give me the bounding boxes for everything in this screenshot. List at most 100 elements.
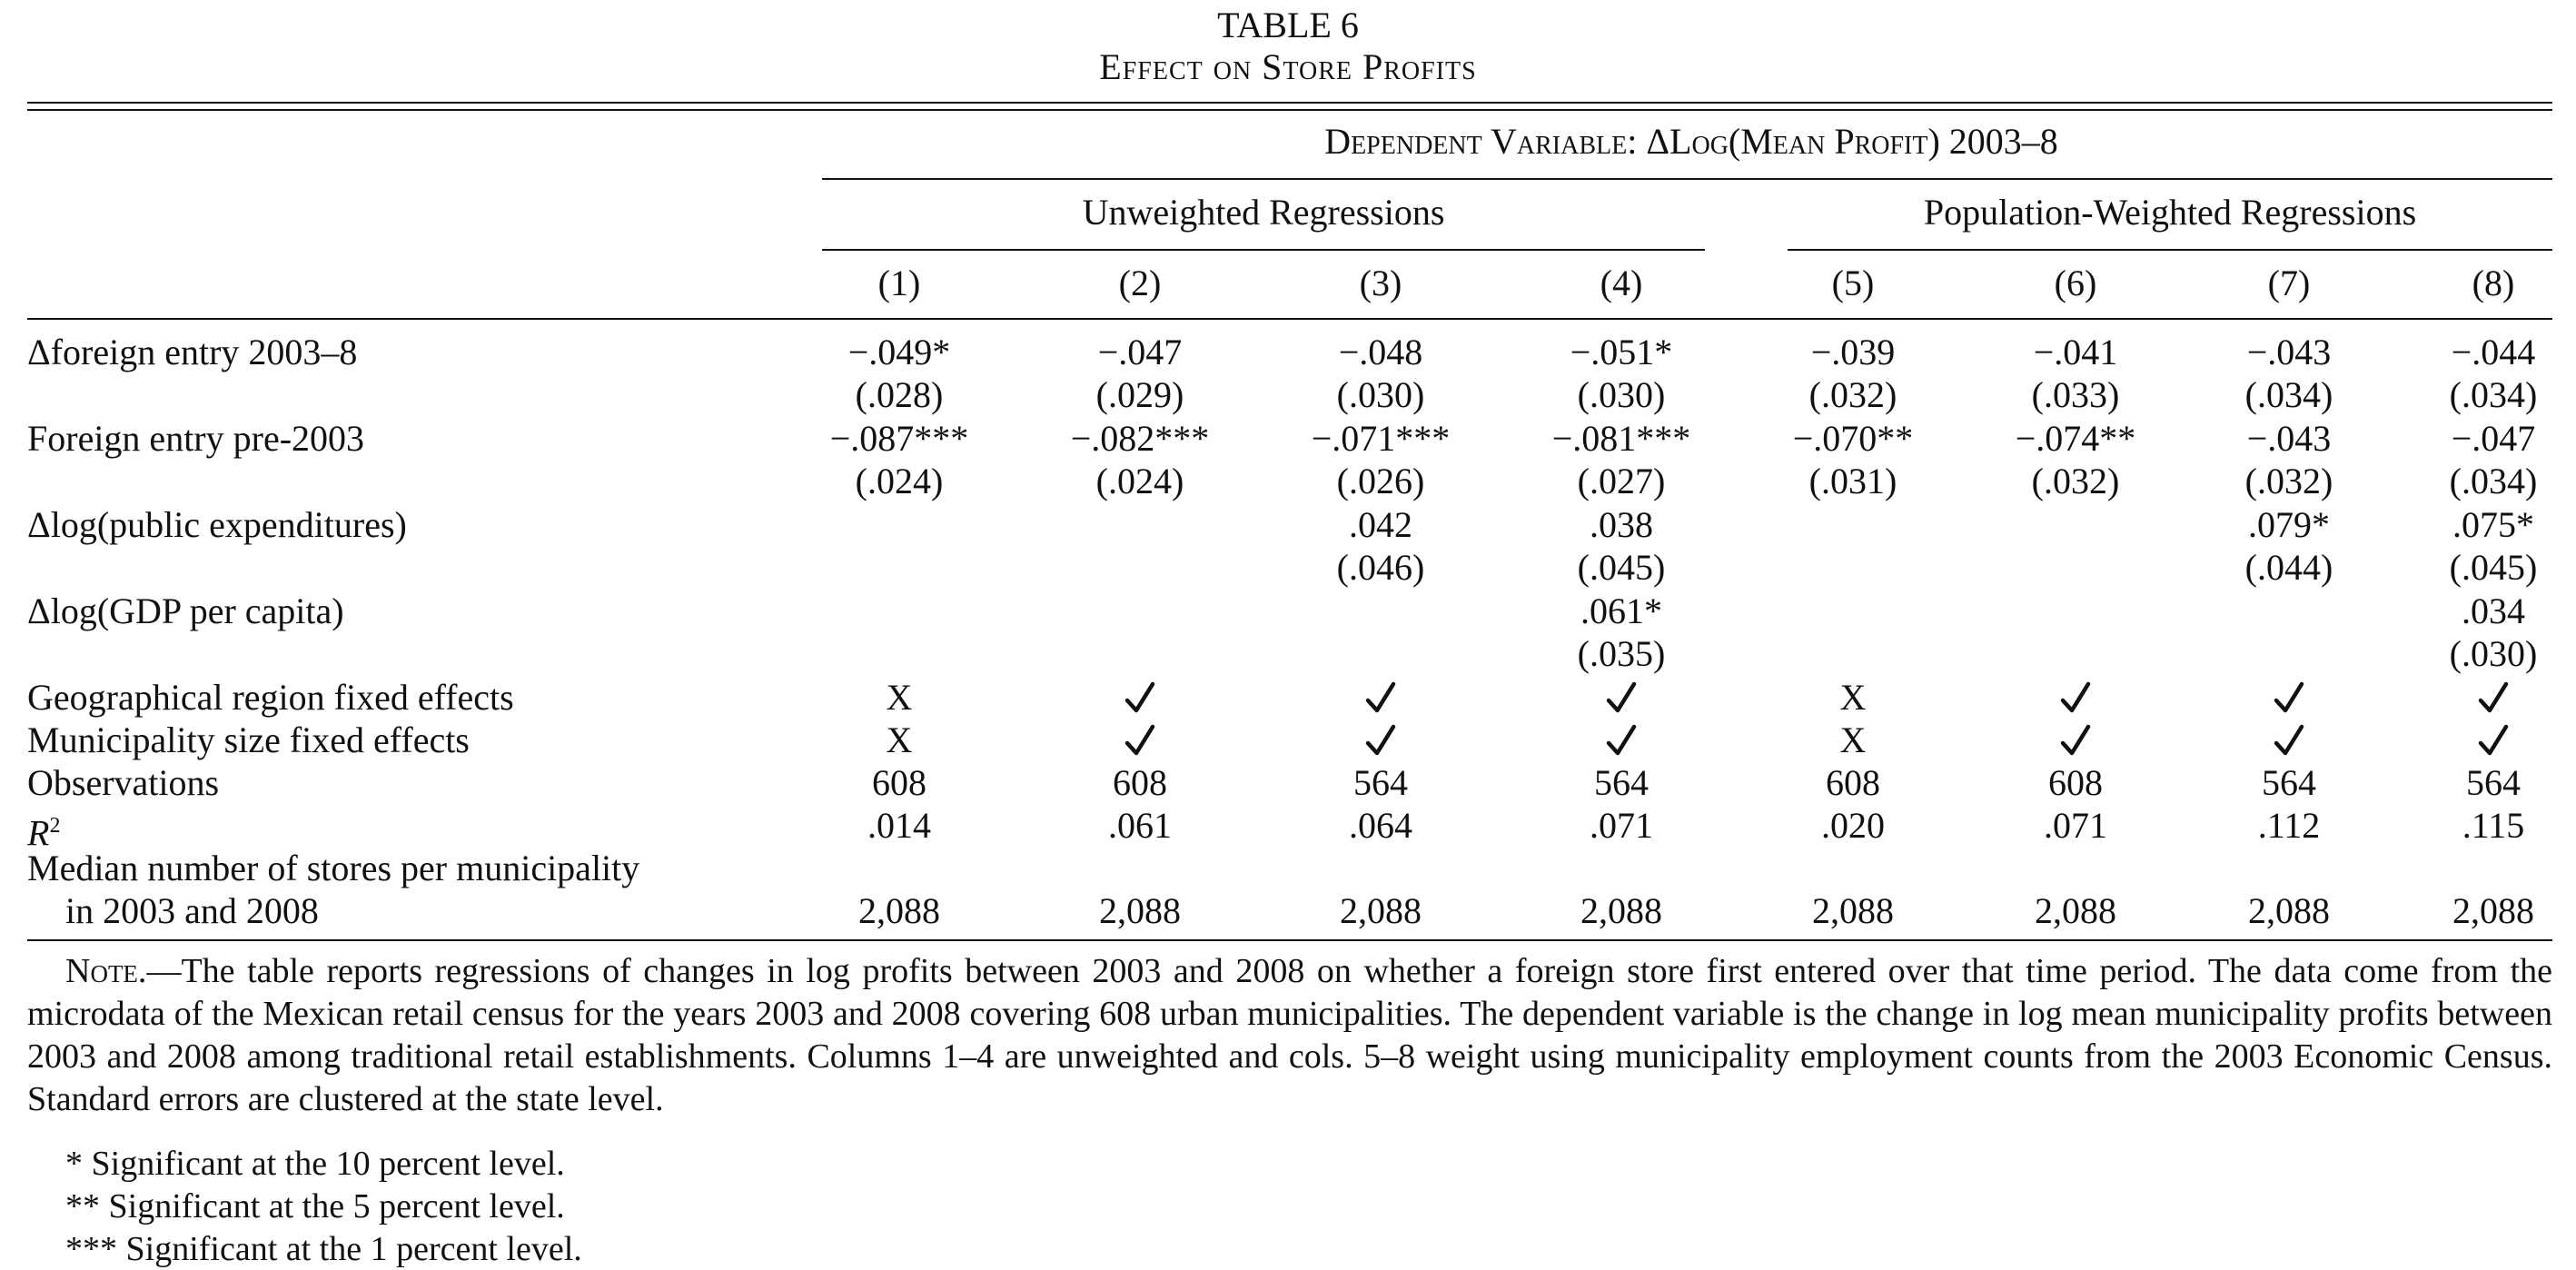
se-public_exp-col8: (.045): [2449, 547, 2538, 588]
median-col1: 2,088: [858, 890, 940, 931]
se-pre2003-col4: (.027): [1577, 461, 1666, 501]
row-label-obs: Observations: [27, 762, 220, 803]
se-foreign_entry-col3: (.030): [1336, 374, 1425, 415]
coef-pre2003-col8: −.047: [2451, 418, 2536, 459]
row-label-pre2003: Foreign entry pre-2003: [27, 418, 365, 459]
row-label-public_exp: Δlog(public expenditures): [27, 504, 407, 545]
fe-mark-muni_fe-col5: X: [1839, 719, 1867, 760]
check-mark-icon: [1125, 680, 1155, 715]
check-mark-icon-svg: [2478, 681, 2509, 713]
r2-label-letter: R: [27, 812, 50, 854]
r2-label-superscript: 2: [49, 814, 61, 838]
check-mark-icon: [2274, 723, 2304, 758]
coef-foreign_entry-col4: −.051*: [1570, 332, 1673, 372]
coef-public_exp-col8: .075*: [2452, 504, 2534, 545]
group-header-unweighted: Unweighted Regressions: [1082, 192, 1445, 233]
table-bottom-rule: [27, 939, 2552, 941]
column-header-2: (2): [1118, 263, 1162, 303]
coef-pre2003-col6: −.074**: [2015, 418, 2136, 459]
coef-public_exp-col4: .038: [1590, 504, 1653, 545]
median-col2: 2,088: [1099, 890, 1181, 931]
obs-col8: 564: [2466, 762, 2521, 803]
r2-col8: .115: [2462, 805, 2525, 846]
column-header-5: (5): [1831, 263, 1875, 303]
group-rule-unweighted: [822, 249, 1705, 251]
se-pre2003-col6: (.032): [2031, 461, 2120, 501]
coef-pre2003-col4: −.081***: [1551, 418, 1691, 459]
coef-foreign_entry-col6: −.041: [2033, 332, 2118, 372]
median-col6: 2,088: [2035, 890, 2116, 931]
dependent-variable-rule: [822, 178, 2552, 180]
row-label-gdp: Δlog(GDP per capita): [27, 590, 344, 631]
se-public_exp-col7: (.044): [2244, 547, 2333, 588]
se-foreign_entry-col6: (.033): [2031, 374, 2120, 415]
row-label-median-line1: Median number of stores per municipality: [27, 848, 640, 888]
se-pre2003-col7: (.032): [2244, 461, 2333, 501]
check-mark-icon: [1365, 680, 1396, 715]
check-mark-icon-svg: [2274, 724, 2304, 756]
fe-mark-geo_fe-col1: X: [886, 677, 913, 718]
r2-col5: .020: [1821, 805, 1885, 846]
coef-pre2003-col7: −.043: [2246, 418, 2332, 459]
obs-col2: 608: [1113, 762, 1167, 803]
check-mark-icon: [1125, 723, 1155, 758]
se-gdp-col4: (.035): [1577, 633, 1666, 674]
se-public_exp-col4: (.045): [1577, 547, 1666, 588]
row-label-r2: R2: [27, 805, 60, 854]
group-header-weighted: Population-Weighted Regressions: [1923, 192, 2417, 233]
check-mark-icon-svg: [2060, 681, 2091, 713]
note-text: —The table reports regressions of change…: [27, 952, 2552, 1118]
check-mark-icon: [2274, 680, 2304, 715]
r2-col4: .071: [1590, 805, 1653, 846]
check-mark-icon-svg: [2274, 681, 2304, 713]
coef-pre2003-col5: −.070**: [1792, 418, 1914, 459]
row-label-foreign_entry: Δforeign entry 2003–8: [27, 332, 358, 372]
r2-col1: .014: [867, 805, 931, 846]
coef-foreign_entry-col8: −.044: [2451, 332, 2536, 372]
column-header-7: (7): [2267, 263, 2311, 303]
check-mark-icon: [2478, 680, 2509, 715]
table-caption: Effect on Store Profits: [1099, 46, 1477, 87]
check-mark-icon-svg: [2060, 724, 2091, 756]
fe-mark-muni_fe-col1: X: [886, 719, 913, 760]
check-mark-icon-svg: [1125, 681, 1155, 713]
coef-foreign_entry-col3: −.048: [1338, 332, 1423, 372]
check-mark-icon-svg: [1606, 724, 1637, 756]
coef-foreign_entry-col1: −.049*: [847, 332, 951, 372]
check-mark-icon: [2478, 723, 2509, 758]
table-label: TABLE 6: [1217, 5, 1359, 45]
footnote-5-percent: ** Significant at the 5 percent level.: [65, 1187, 565, 1225]
r2-col2: .061: [1108, 805, 1172, 846]
top-rule-2: [27, 109, 2552, 111]
coef-public_exp-col7: .079*: [2248, 504, 2330, 545]
table-note: Note.—The table reports regressions of c…: [27, 950, 2552, 1121]
top-rule-1: [27, 102, 2552, 104]
r2-col6: .071: [2044, 805, 2107, 846]
obs-col5: 608: [1826, 762, 1880, 803]
r2-col7: .112: [2257, 805, 2321, 846]
coef-foreign_entry-col2: −.047: [1097, 332, 1183, 372]
median-col3: 2,088: [1340, 890, 1422, 931]
check-mark-icon: [2060, 723, 2091, 758]
coef-gdp-col4: .061*: [1580, 590, 1662, 631]
column-header-6: (6): [2054, 263, 2097, 303]
coef-pre2003-col2: −.082***: [1070, 418, 1210, 459]
coef-foreign_entry-col7: −.043: [2246, 332, 2332, 372]
se-foreign_entry-col8: (.034): [2449, 374, 2538, 415]
obs-col7: 564: [2262, 762, 2316, 803]
coef-pre2003-col1: −.087***: [829, 418, 969, 459]
column-header-8: (8): [2472, 263, 2515, 303]
check-mark-icon: [2060, 680, 2091, 715]
obs-col3: 564: [1353, 762, 1408, 803]
fe-mark-geo_fe-col5: X: [1839, 677, 1867, 718]
row-label-median-line2: in 2003 and 2008: [65, 890, 319, 931]
column-header-4: (4): [1600, 263, 1643, 303]
se-foreign_entry-col2: (.029): [1095, 374, 1184, 415]
obs-col4: 564: [1594, 762, 1649, 803]
check-mark-icon-svg: [1125, 724, 1155, 756]
footnote-1-percent: *** Significant at the 1 percent level.: [65, 1230, 582, 1268]
r2-col3: .064: [1349, 805, 1412, 846]
coef-pre2003-col3: −.071***: [1311, 418, 1451, 459]
se-foreign_entry-col4: (.030): [1577, 374, 1666, 415]
